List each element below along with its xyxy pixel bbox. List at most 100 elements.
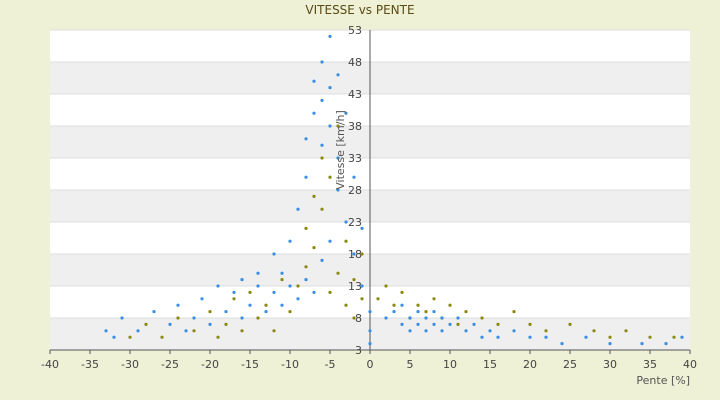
- data-point: [256, 284, 260, 288]
- x-tick-label: -10: [281, 358, 299, 371]
- data-point: [512, 310, 516, 314]
- data-points: [104, 34, 684, 346]
- data-point: [224, 310, 228, 314]
- x-tick-label: 0: [367, 358, 374, 371]
- data-point: [352, 316, 356, 320]
- data-point: [584, 335, 588, 339]
- data-point: [424, 316, 428, 320]
- x-tick-label: -20: [201, 358, 219, 371]
- data-point: [416, 303, 420, 307]
- data-point: [680, 335, 684, 339]
- data-point: [648, 335, 652, 339]
- data-point: [272, 290, 276, 294]
- data-point: [288, 284, 292, 288]
- data-point: [456, 316, 460, 320]
- data-point: [312, 111, 316, 115]
- data-point: [320, 60, 324, 64]
- data-point: [416, 310, 420, 314]
- data-point: [280, 278, 284, 282]
- data-point: [216, 335, 220, 339]
- data-point: [392, 310, 396, 314]
- y-tick-label: 38: [348, 120, 362, 133]
- data-point: [496, 322, 500, 326]
- data-point: [320, 98, 324, 102]
- data-point: [328, 86, 332, 90]
- data-point: [304, 137, 308, 141]
- data-point: [160, 335, 164, 339]
- data-point: [568, 322, 572, 326]
- x-tick-label: -15: [241, 358, 259, 371]
- data-point: [240, 278, 244, 282]
- data-point: [608, 342, 612, 346]
- y-tick-label: 33: [348, 152, 362, 165]
- data-point: [136, 329, 140, 333]
- data-point: [360, 252, 364, 256]
- data-point: [544, 335, 548, 339]
- data-point: [264, 303, 268, 307]
- data-point: [360, 297, 364, 301]
- data-point: [256, 271, 260, 275]
- data-point: [312, 194, 316, 198]
- x-tick-label: 5: [407, 358, 414, 371]
- data-point: [272, 252, 276, 256]
- data-point: [400, 290, 404, 294]
- data-point: [664, 342, 668, 346]
- data-point: [328, 34, 332, 39]
- data-point: [144, 322, 148, 326]
- data-point: [624, 329, 628, 333]
- data-point: [304, 265, 308, 269]
- data-point: [368, 310, 372, 314]
- data-point: [528, 322, 532, 326]
- data-point: [352, 252, 356, 256]
- y-tick-label: 23: [348, 216, 362, 229]
- data-point: [344, 303, 348, 307]
- x-axis-label: Pente [%]: [636, 374, 690, 387]
- data-point: [176, 303, 180, 307]
- data-point: [424, 310, 428, 314]
- data-point: [320, 258, 324, 262]
- data-point: [408, 329, 412, 333]
- data-point: [112, 335, 116, 339]
- y-tick-label: 13: [348, 280, 362, 293]
- data-point: [464, 310, 468, 314]
- data-point: [296, 297, 300, 301]
- data-point: [240, 316, 244, 320]
- data-point: [320, 207, 324, 211]
- data-point: [344, 239, 348, 243]
- data-point: [472, 322, 476, 326]
- data-point: [400, 322, 404, 326]
- data-point: [336, 73, 340, 77]
- data-point: [296, 207, 300, 211]
- x-tick-label: 10: [443, 358, 457, 371]
- data-point: [232, 297, 236, 301]
- data-point: [400, 303, 404, 307]
- data-point: [192, 316, 196, 320]
- x-tick-label: -25: [161, 358, 179, 371]
- data-point: [368, 342, 372, 346]
- data-point: [200, 297, 204, 301]
- data-point: [640, 342, 644, 346]
- data-point: [312, 290, 316, 294]
- data-point: [544, 329, 548, 333]
- data-point: [248, 290, 252, 294]
- data-point: [608, 335, 612, 339]
- data-point: [304, 175, 308, 179]
- data-point: [488, 329, 492, 333]
- data-point: [336, 124, 340, 128]
- data-point: [440, 316, 444, 320]
- data-point: [416, 322, 420, 326]
- data-point: [352, 175, 356, 179]
- data-point: [448, 303, 452, 307]
- data-point: [176, 316, 180, 320]
- data-point: [280, 271, 284, 275]
- data-point: [496, 335, 500, 339]
- data-point: [352, 278, 356, 282]
- data-point: [240, 329, 244, 333]
- data-point: [560, 342, 564, 346]
- data-point: [312, 79, 316, 83]
- data-point: [672, 335, 676, 339]
- data-point: [232, 290, 236, 294]
- data-point: [168, 322, 172, 326]
- x-tick-label: 25: [563, 358, 577, 371]
